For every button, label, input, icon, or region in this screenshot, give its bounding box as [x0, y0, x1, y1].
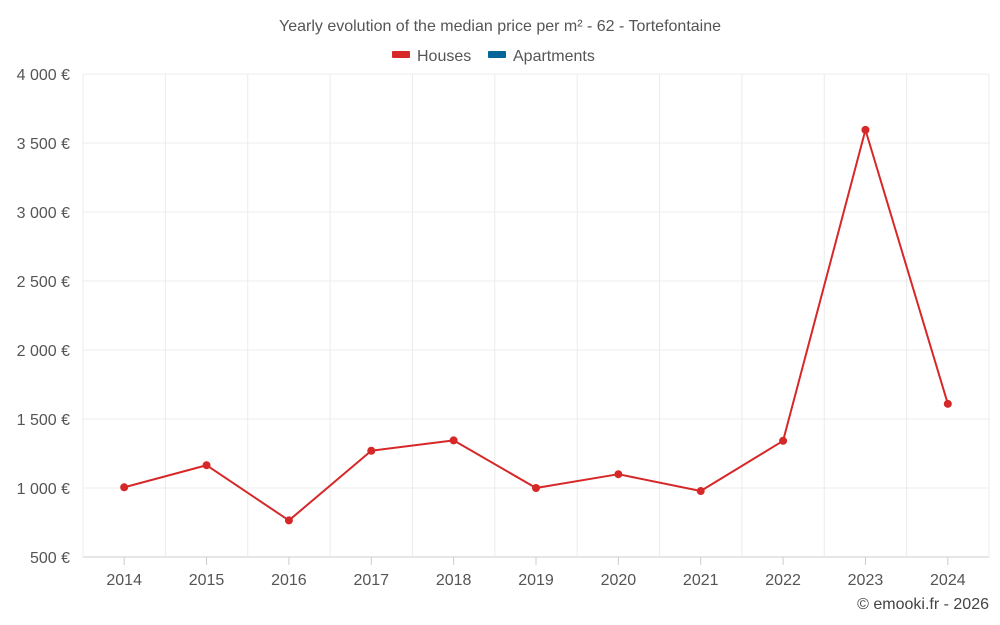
y-tick-label: 2 000 €: [17, 343, 70, 360]
chart-title: Yearly evolution of the median price per…: [279, 18, 721, 35]
data-point-houses-2021[interactable]: [696, 487, 705, 496]
x-tick-label: 2021: [683, 572, 719, 589]
data-point-houses-2018[interactable]: [449, 436, 458, 445]
data-point-houses-2017[interactable]: [367, 446, 376, 455]
data-point-houses-2014[interactable]: [120, 483, 129, 492]
x-tick-label: 2020: [601, 572, 637, 589]
data-point-houses-2020[interactable]: [614, 470, 623, 479]
y-axis: 500 € 1 000 € 1 500 € 2 000 € 2 500 € 3 000 €…: [17, 67, 70, 567]
y-tick-label: 3 500 €: [17, 136, 70, 153]
legend-label-apartments: Apartments: [513, 48, 595, 65]
legend-item-houses[interactable]: Houses: [392, 48, 471, 65]
x-tick-label: 2014: [106, 572, 142, 589]
x-tick-label: 2016: [271, 572, 307, 589]
credit-text: © emooki.fr - 2026: [857, 596, 989, 613]
data-point-houses-2023[interactable]: [861, 125, 870, 134]
x-tick-label: 2018: [436, 572, 472, 589]
y-tick-label: 500 €: [30, 550, 70, 567]
x-axis: 2014 2015 2016 2017 2018 2019 2020 2021 2022 2023…: [106, 557, 966, 589]
y-tick-label: 4 000 €: [17, 67, 70, 84]
x-tick-label: 2023: [848, 572, 884, 589]
legend-item-apartments[interactable]: Apartments: [488, 48, 595, 65]
legend-swatch-houses: [392, 51, 410, 58]
legend-label-houses: Houses: [417, 48, 471, 65]
x-tick-label: 2024: [930, 572, 966, 589]
data-point-houses-2024[interactable]: [943, 399, 952, 408]
data-point-houses-2022[interactable]: [779, 436, 788, 445]
series-houses: [120, 125, 952, 525]
y-tick-label: 1 000 €: [17, 481, 70, 498]
x-tick-label: 2019: [518, 572, 554, 589]
data-point-houses-2016[interactable]: [284, 516, 293, 525]
data-point-houses-2015[interactable]: [202, 461, 211, 470]
x-tick-label: 2022: [765, 572, 801, 589]
x-tick-label: 2015: [189, 572, 225, 589]
data-point-houses-2019[interactable]: [532, 484, 540, 492]
gridlines: [82, 73, 990, 558]
legend: Houses Apartments: [392, 48, 595, 65]
y-tick-label: 1 500 €: [17, 412, 70, 429]
y-tick-label: 2 500 €: [17, 274, 70, 291]
x-tick-label: 2017: [353, 572, 389, 589]
legend-swatch-apartments: [488, 51, 506, 58]
y-tick-label: 3 000 €: [17, 205, 70, 222]
